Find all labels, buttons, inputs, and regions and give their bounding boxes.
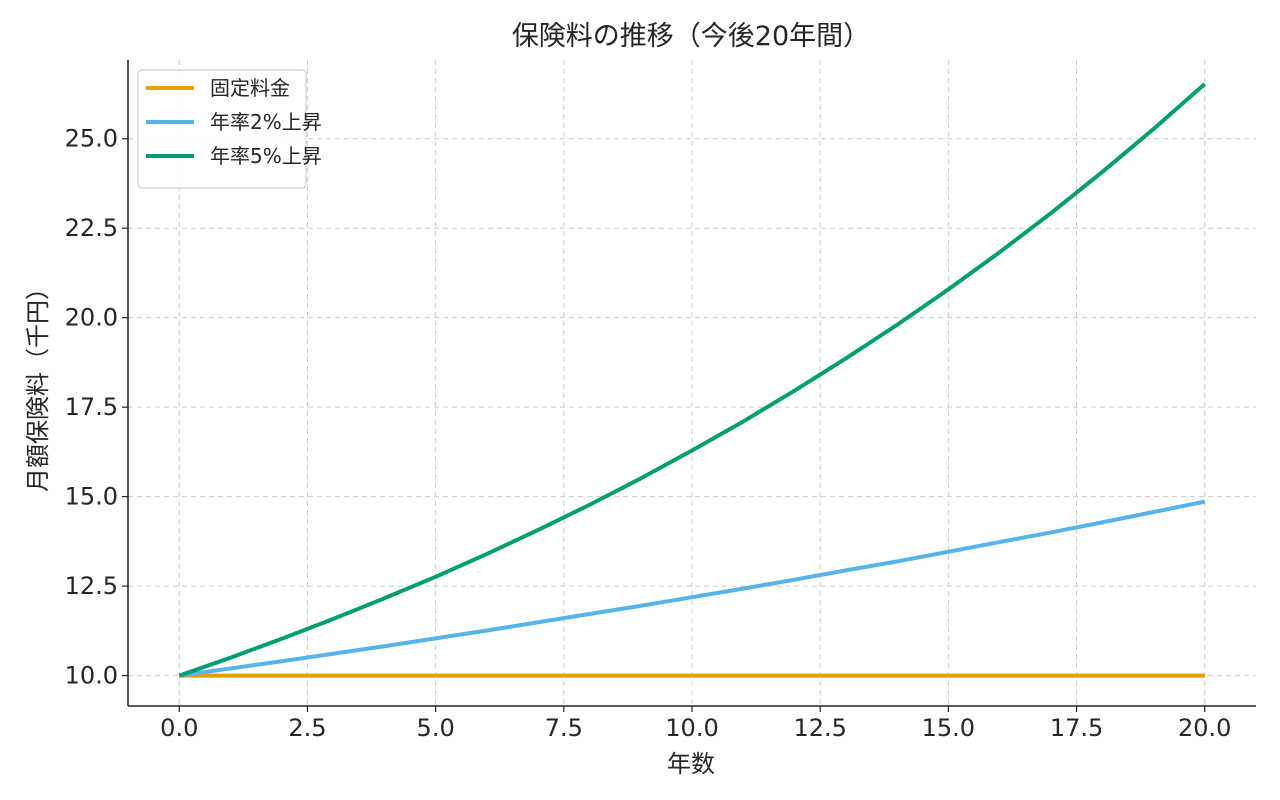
x-tick-label: 5.0 bbox=[417, 714, 455, 742]
chart-title: 保険料の推移（今後20年間） bbox=[512, 21, 870, 52]
x-tick-label: 10.0 bbox=[665, 714, 718, 742]
series-line-2 bbox=[178, 499, 1206, 678]
y-tick-label: 17.5 bbox=[65, 393, 118, 421]
x-tick-label: 7.5 bbox=[545, 714, 583, 742]
y-tick-label: 10.0 bbox=[65, 662, 118, 690]
x-tick-label: 12.5 bbox=[793, 714, 846, 742]
x-tick-label: 20.0 bbox=[1178, 714, 1231, 742]
x-tick-label: 17.5 bbox=[1050, 714, 1103, 742]
series-line-3 bbox=[178, 82, 1207, 678]
x-tick-label: 0.0 bbox=[160, 714, 198, 742]
y-tick-label: 25.0 bbox=[65, 125, 118, 153]
legend-frame bbox=[137, 69, 307, 189]
ticks: 0.0 2.5 5.0 7.5 10.0 12.5 15.0 17.5 20.0 10.0 12.5… bbox=[65, 125, 1232, 742]
y-axis-title: 月額保険料（千円） bbox=[24, 276, 52, 492]
legend-label: 年率5%上昇 bbox=[210, 144, 322, 168]
y-tick-label: 12.5 bbox=[65, 572, 118, 600]
x-tick-label: 15.0 bbox=[922, 714, 975, 742]
y-tick-label: 22.5 bbox=[65, 214, 118, 242]
series-lines bbox=[178, 82, 1207, 678]
y-tick-label: 15.0 bbox=[65, 483, 118, 511]
x-axis-title: 年数 bbox=[667, 750, 715, 778]
legend-label: 固定料金 bbox=[210, 76, 290, 100]
legend-label: 年率2%上昇 bbox=[210, 110, 322, 134]
x-tick-label: 2.5 bbox=[288, 714, 326, 742]
y-tick-label: 20.0 bbox=[65, 304, 118, 332]
